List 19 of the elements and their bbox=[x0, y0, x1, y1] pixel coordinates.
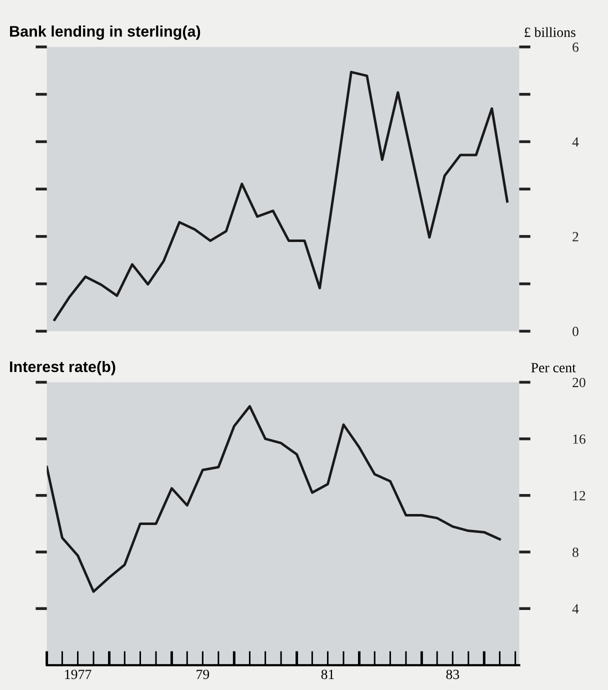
chart-title: Interest rate(b) bbox=[10, 360, 116, 376]
y-tick-label: 12 bbox=[573, 491, 586, 500]
y-tick-label: 16 bbox=[573, 434, 586, 444]
y-axis-title: Per cent bbox=[531, 363, 576, 372]
y-tick-label: 4 bbox=[572, 137, 579, 146]
chart-title: Bank lending in sterling(a) bbox=[10, 26, 200, 40]
y-tick-label: 6 bbox=[572, 42, 579, 52]
y-axis-title: £ billions bbox=[524, 27, 576, 37]
y-tick-label: 20 bbox=[572, 378, 586, 388]
y-tick-label: 8 bbox=[572, 548, 578, 557]
x-tick-label: 83 bbox=[446, 670, 460, 680]
y-tick-label: 4 bbox=[572, 604, 579, 614]
line-series bbox=[53, 70, 509, 322]
y-tick-label: 0 bbox=[572, 326, 578, 336]
line-series bbox=[46, 405, 501, 593]
x-tick-label: 81 bbox=[321, 670, 334, 680]
y-tick-label: 2 bbox=[572, 232, 578, 242]
x-tick-label: 79 bbox=[196, 670, 210, 680]
x-tick-label: 1977 bbox=[65, 670, 92, 680]
